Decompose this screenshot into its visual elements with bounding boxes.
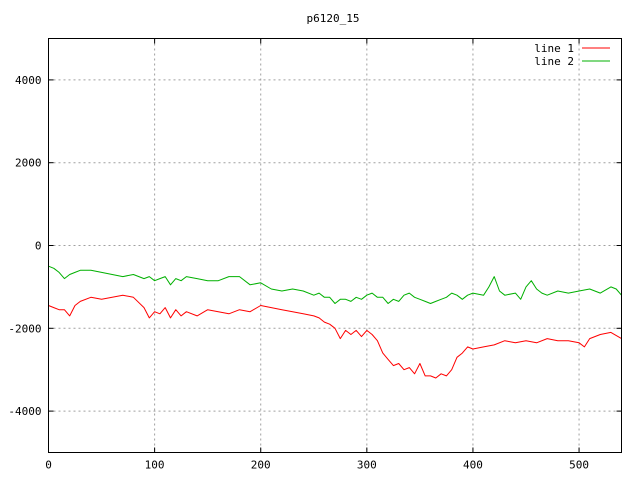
x-tick-label: 100 [145,459,165,472]
axis-ticks: 0 100 200 300 400 500 -4000 -2000 0 2000 4000 [8,38,622,472]
chart-title: p6120_15 [307,12,360,25]
x-tick-label: 400 [463,459,483,472]
y-tick-label: 0 [35,240,42,253]
plot-area [48,265,622,379]
x-tick-label: 0 [45,459,52,472]
x-tick-label: 200 [251,459,271,472]
grid [48,38,622,453]
y-tick-label: -2000 [8,322,41,335]
x-tick-label: 300 [357,459,377,472]
series-line-1 [48,294,622,379]
legend-label: line 1 [534,42,574,55]
y-tick-label: -4000 [8,405,41,418]
y-tick-label: 2000 [15,157,42,170]
legend-label: line 2 [534,55,574,68]
y-tick-label: 4000 [15,74,42,87]
series-line-2 [48,265,622,304]
plot-frame [48,38,622,453]
x-tick-label: 500 [569,459,589,472]
